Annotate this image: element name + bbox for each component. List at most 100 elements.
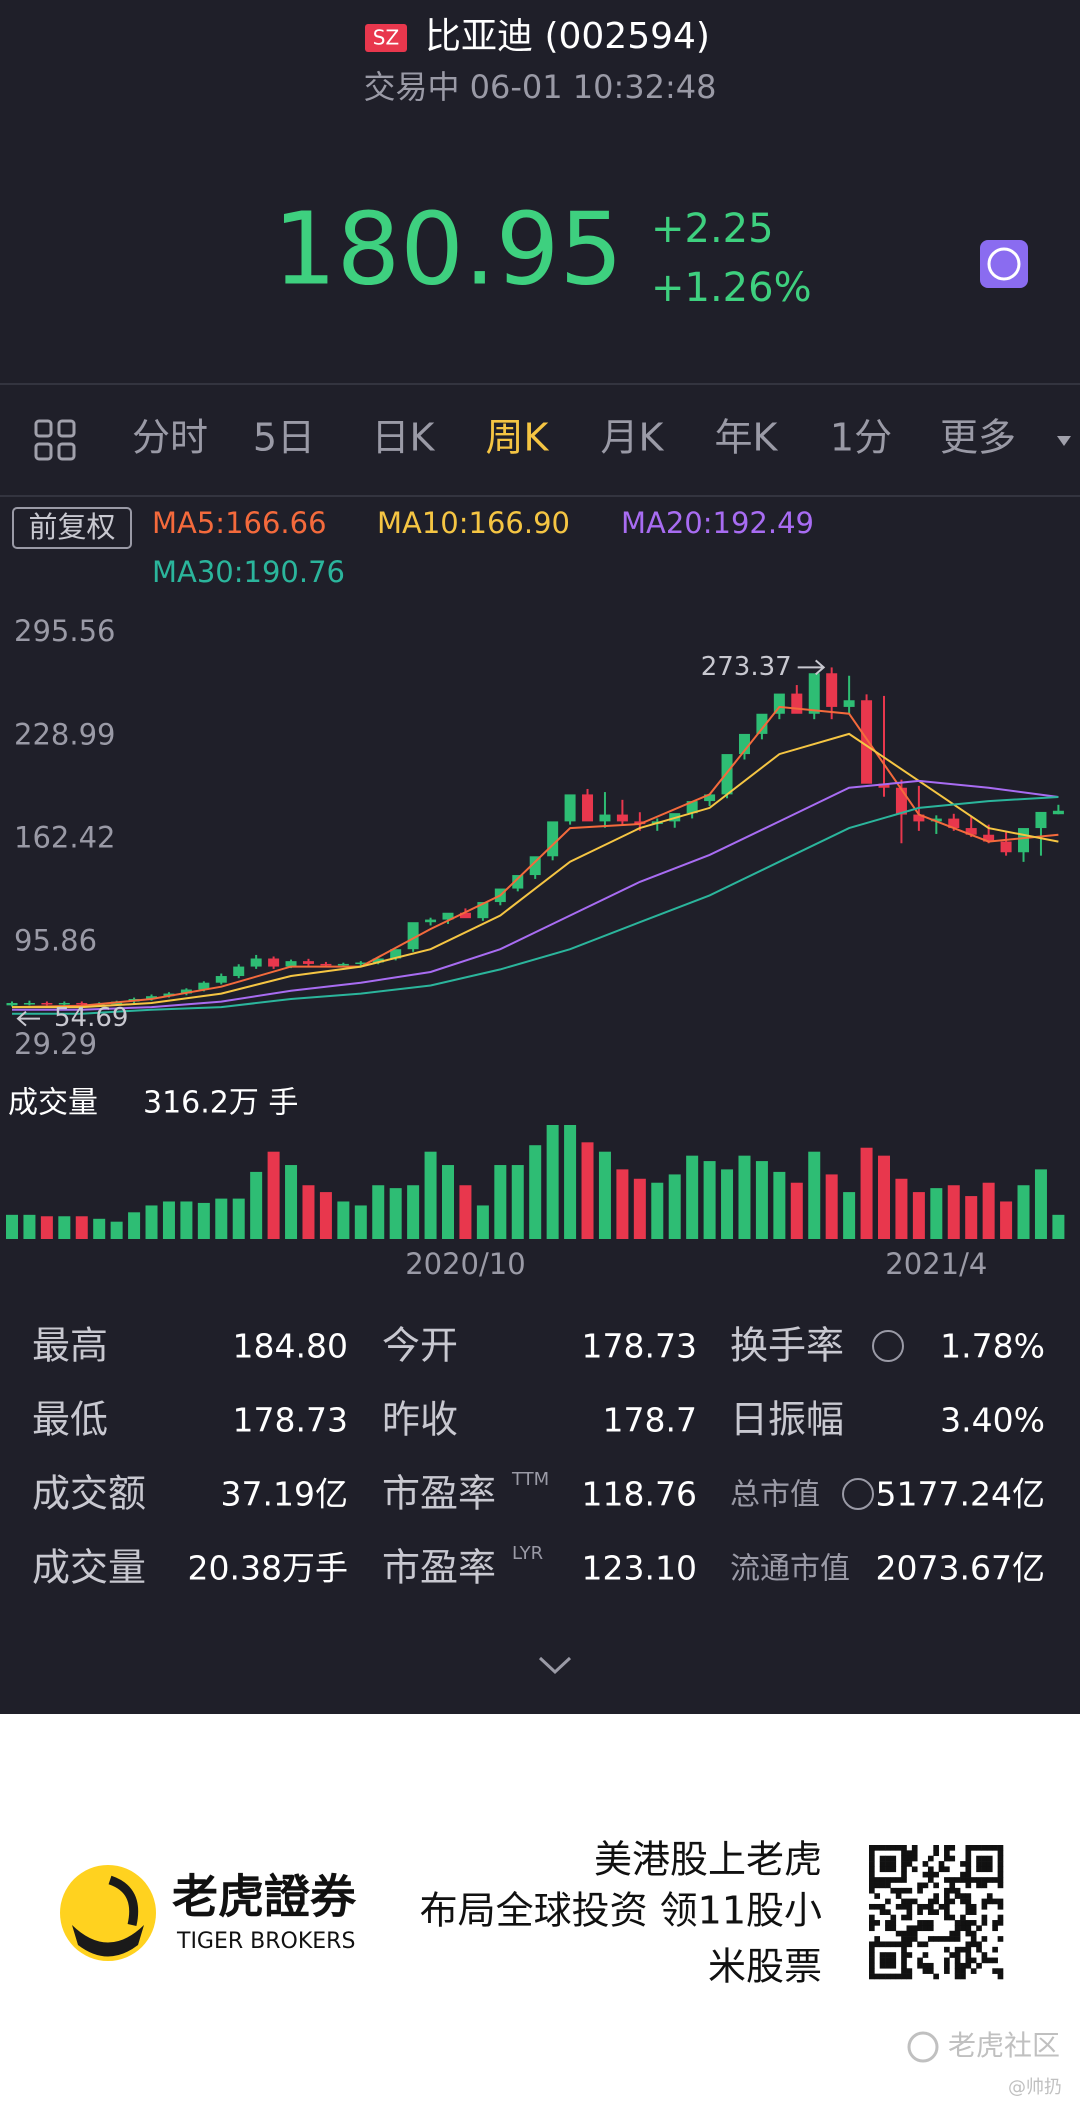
qr-module [901,1898,907,1905]
qr-module [938,1861,945,1867]
qr-module [981,1882,988,1889]
qr-module [944,1855,950,1862]
tab[interactable]: 1分 [830,416,892,460]
candle-body [547,821,559,857]
volume-bar [389,1188,402,1239]
more-arrow[interactable] [1057,436,1071,446]
qr-module [917,1920,923,1926]
qr-module [911,1925,918,1932]
qr-module [965,1845,972,1851]
tab[interactable]: 日K [372,416,436,460]
tab[interactable]: 周K [486,416,550,460]
brand-name: 老虎證券 [172,1870,357,1924]
candle-body [582,794,594,822]
qr-module [922,1882,929,1889]
qr-module [890,1866,897,1873]
slogan-line: 布局全球投资 领11股小 [420,1889,822,1933]
candle-body [355,962,367,965]
volume-bar [843,1192,856,1239]
qr-module [997,1973,1004,1980]
stat-value: 1.78% [940,1327,1045,1366]
tab[interactable]: 年K [715,416,779,460]
volume-bar [773,1171,786,1239]
layout-icon[interactable] [34,419,53,438]
stat-value: 178.7 [603,1401,697,1440]
qr-module [965,1909,972,1915]
layout-button[interactable] [34,419,76,461]
qr-module [938,1936,945,1942]
qr-module [874,1893,881,1899]
volume-bar [668,1174,681,1239]
volume-bar [686,1155,699,1239]
qr-module [992,1877,998,1883]
qr-module [954,1930,961,1937]
qr-module [960,1898,966,1905]
qr-module [965,1903,972,1910]
expand-chevron[interactable] [538,1656,572,1675]
qr-module [895,1887,902,1894]
qr-module [933,1845,939,1851]
qr-module [895,1930,902,1937]
qr-module [879,1882,886,1889]
qr-module [869,1866,875,1873]
stat-label: 日振幅 [730,1398,844,1442]
qr-module [927,1920,934,1926]
volume-bar [912,1192,925,1239]
qr-module [954,1973,961,1980]
qr-module [981,1898,988,1905]
volume-bar [930,1188,943,1239]
trade-button[interactable] [980,240,1028,288]
adjust-label[interactable]: 前复权 [28,510,115,544]
qr-module [879,1957,886,1964]
qr-module [954,1887,961,1894]
trade-icon[interactable] [980,240,1028,288]
qr-module [885,1941,891,1948]
credit: @帅扔 [1008,2077,1062,2098]
tab[interactable]: 5日 [253,416,315,460]
qr-module [879,1861,886,1867]
qr-module [970,1930,977,1937]
tab[interactable]: 月K [601,416,665,460]
qr-module [954,1925,961,1932]
qr-module [949,1936,956,1942]
qr-module [954,1920,961,1926]
qr-module [997,1866,1004,1873]
volume-bar [738,1155,751,1239]
qr-module [970,1920,977,1926]
qr-module [992,1925,998,1932]
qr-module [927,1855,934,1862]
qr-module [970,1957,977,1964]
volume-bar [285,1165,298,1239]
qr-module [997,1898,1004,1905]
qr-module [927,1877,934,1883]
candle-body [320,963,332,966]
last-price: 180.95 [273,190,623,307]
qr-module [879,1903,886,1910]
volume-bar [372,1185,385,1239]
qr-module [997,1920,1004,1926]
volume-bar [494,1165,507,1239]
qr-module [944,1968,950,1974]
market-badge [365,24,407,52]
candle-body [616,814,628,822]
candle-body [302,961,314,964]
stat-value: 178.73 [233,1401,348,1440]
qr-module [933,1850,939,1857]
qr-module [981,1855,988,1862]
qr-module [901,1936,907,1942]
candle-body [6,1003,18,1006]
candle-body [738,733,750,755]
qr-module [869,1882,875,1889]
qr-module [901,1877,907,1883]
qr-module [906,1936,913,1942]
qr-module [927,1909,934,1915]
qr-module [992,1968,998,1974]
tab[interactable]: 更多 [940,416,1016,460]
qr-module [901,1887,907,1894]
adjust-box[interactable] [12,507,132,549]
qr-module [917,1925,923,1932]
qr-module [949,1887,956,1894]
info-icon [842,1478,874,1510]
tab[interactable]: 分时 [132,416,208,460]
qr-module [879,1855,886,1862]
